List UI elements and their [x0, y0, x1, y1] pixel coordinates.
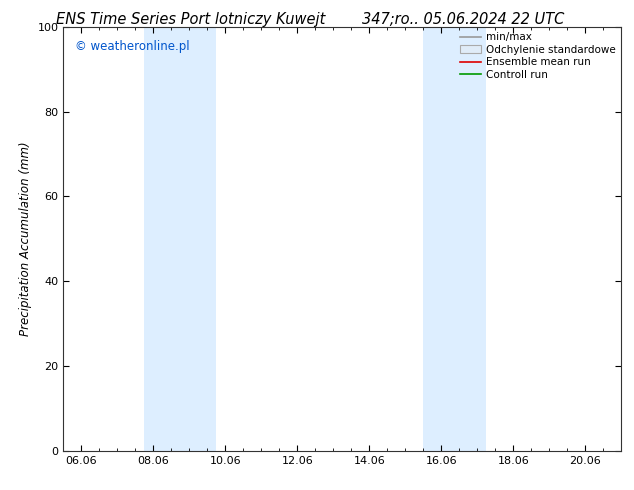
Bar	[145, 27, 216, 451]
Text: ENS Time Series Port lotniczy Kuwejt: ENS Time Series Port lotniczy Kuwejt	[56, 12, 325, 27]
Bar	[424, 27, 486, 451]
Y-axis label: Precipitation Accumulation (mm): Precipitation Accumulation (mm)	[19, 142, 32, 336]
Legend: min/max, Odchylenie standardowe, Ensemble mean run, Controll run: min/max, Odchylenie standardowe, Ensembl…	[458, 30, 618, 82]
Text: 347;ro.. 05.06.2024 22 UTC: 347;ro.. 05.06.2024 22 UTC	[361, 12, 564, 27]
Text: © weatheronline.pl: © weatheronline.pl	[75, 40, 189, 52]
